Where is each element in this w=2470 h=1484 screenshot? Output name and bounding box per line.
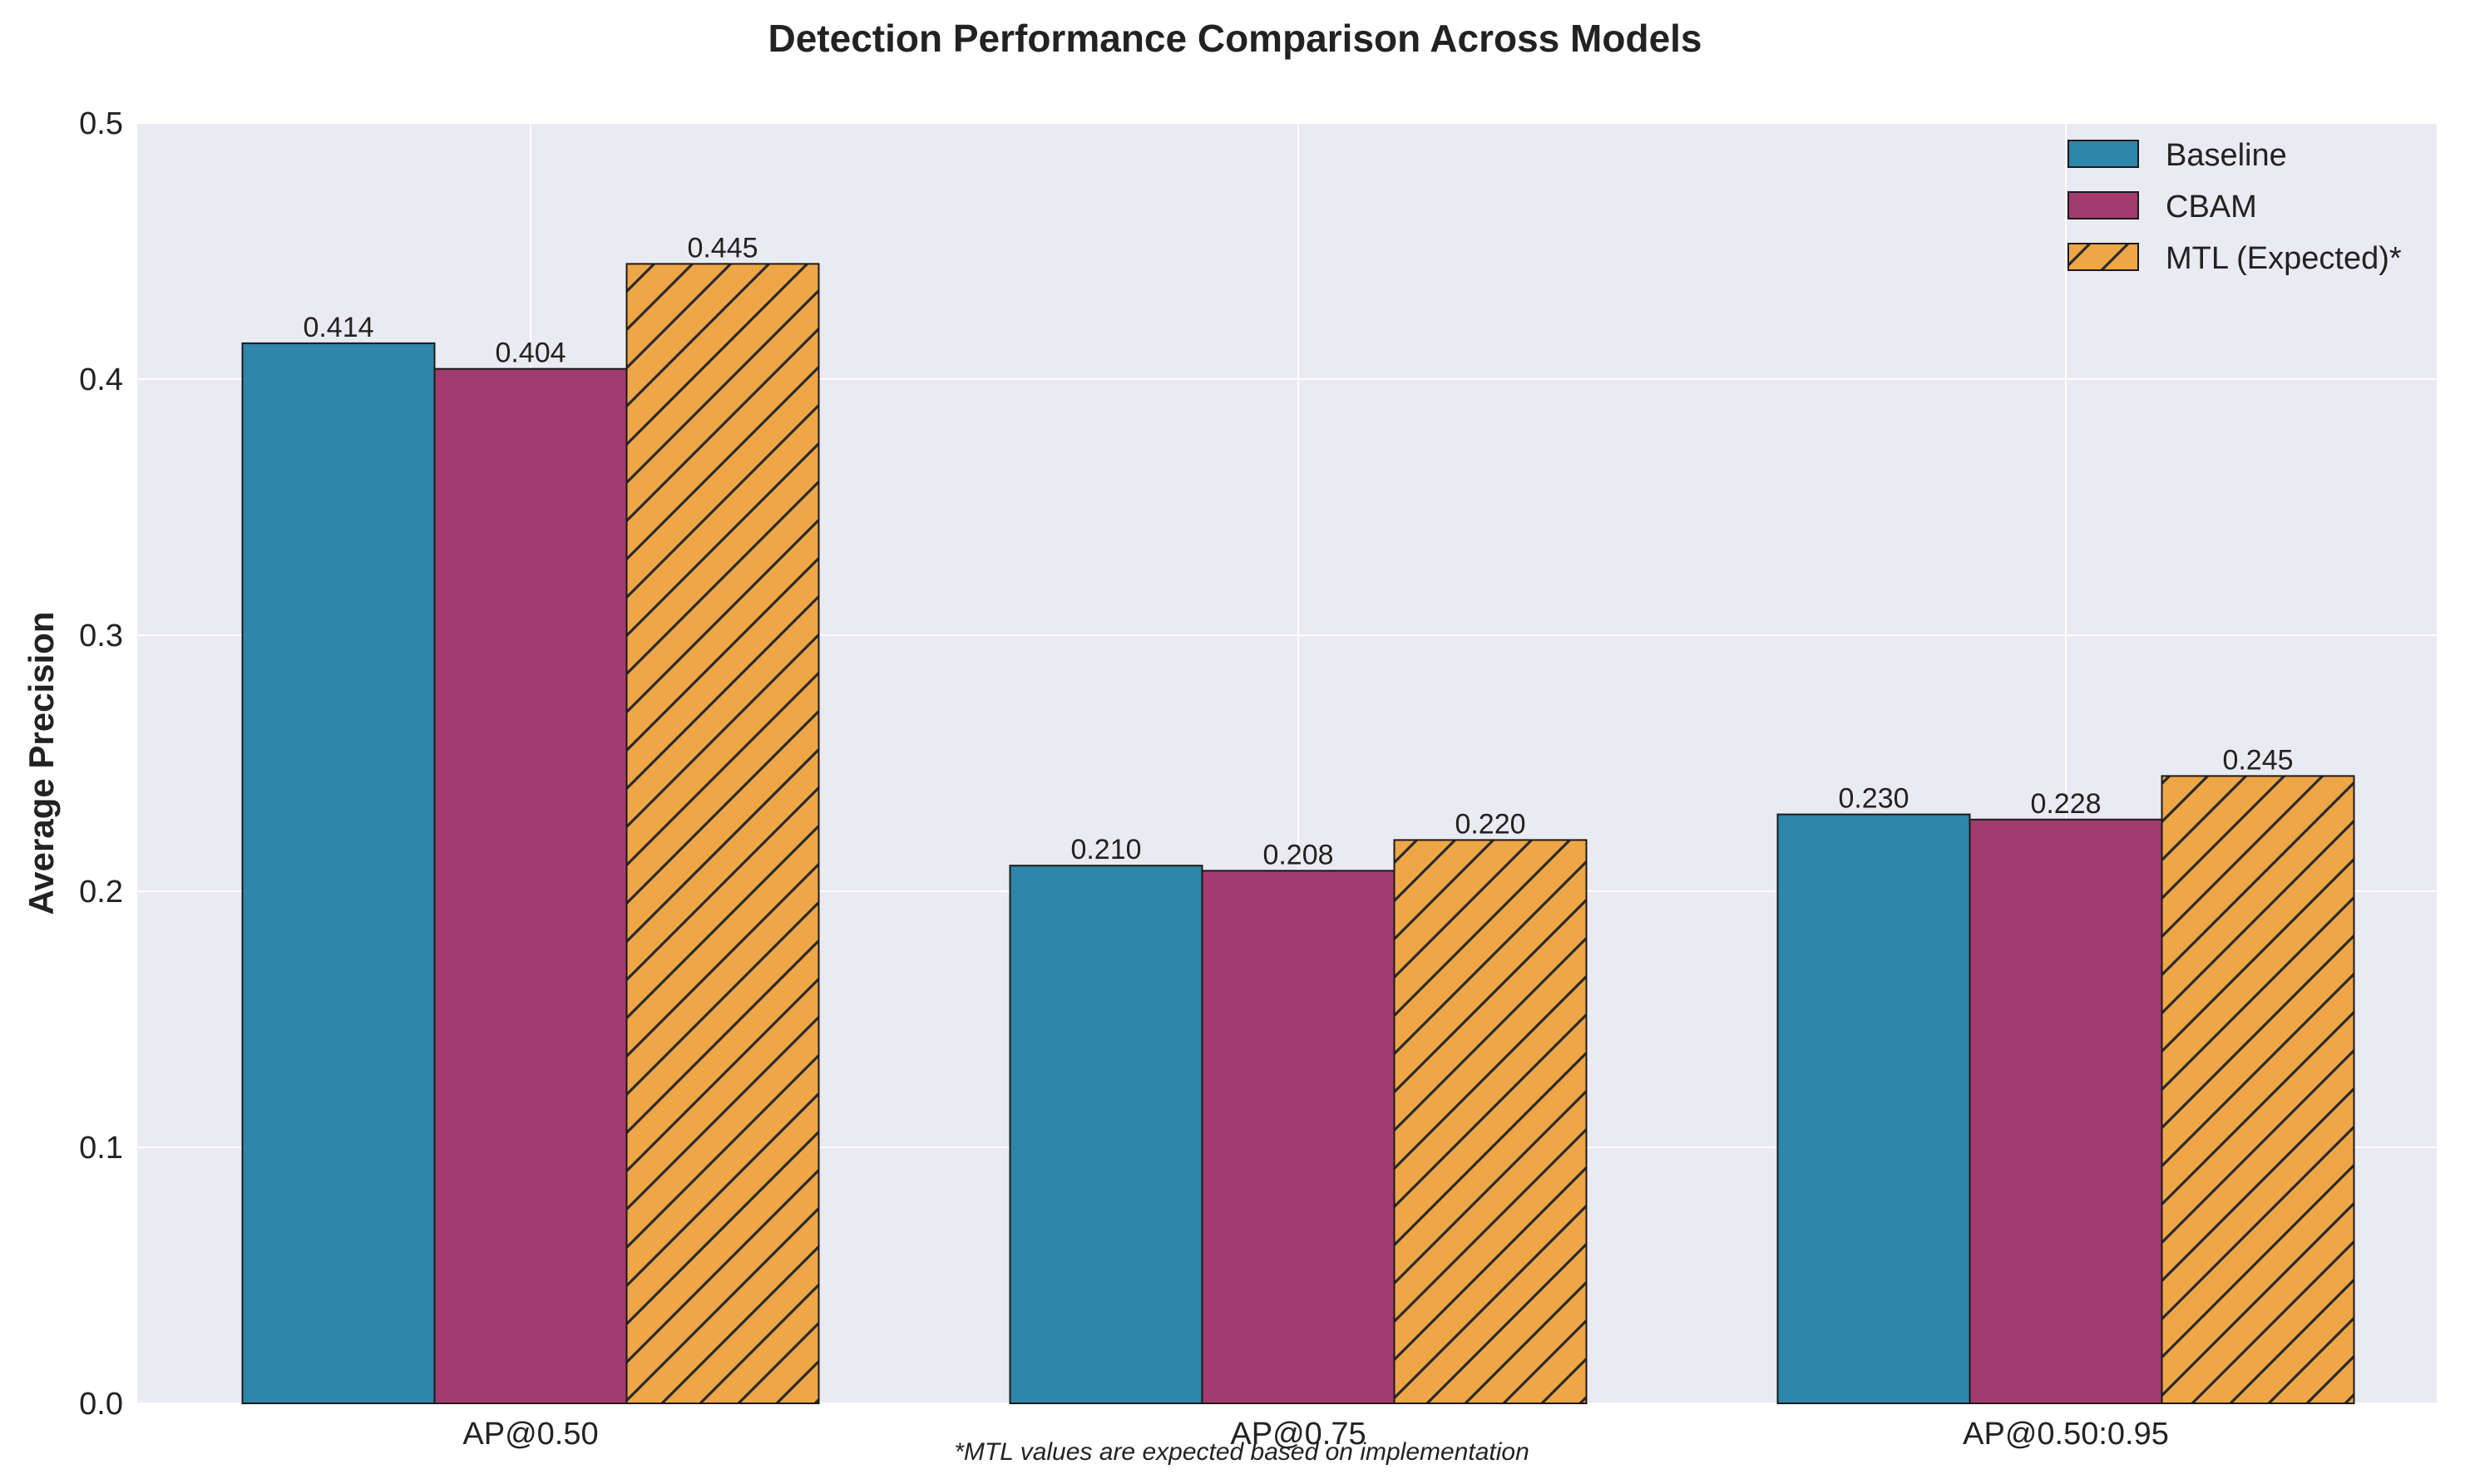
bar-cbam-ap-0-50	[433, 367, 628, 1404]
bar-cbam-ap-0-50-0-95	[1969, 818, 2163, 1404]
bar-value-label: 0.414	[303, 312, 373, 343]
x-tick-label: AP@0.50:0.95	[1963, 1417, 2169, 1452]
bar-mtl-expected-ap-0-75	[1393, 839, 1588, 1404]
y-tick-label: 0.2	[79, 875, 123, 910]
bar-value-label: 0.220	[1455, 808, 1525, 840]
bar-mtl-expected-ap-0-50-0-95	[2161, 775, 2355, 1404]
chart-title: Detection Performance Comparison Across …	[768, 17, 1702, 60]
bar-mtl-expected-ap-0-50	[625, 263, 820, 1404]
bar-value-label: 0.445	[687, 232, 758, 264]
bars	[241, 263, 2355, 1404]
bar-value-label: 0.404	[495, 338, 566, 369]
bar-value-label: 0.245	[2222, 744, 2293, 776]
y-axis-ticks: 0.0 0.1 0.2 0.3 0.4 0.5	[79, 106, 123, 1422]
bar-baseline-ap-0-50-0-95	[1776, 813, 1971, 1404]
bar-baseline-ap-0-75	[1009, 865, 1203, 1404]
legend: Baseline CBAM MTL (Expected)*	[2067, 138, 2402, 276]
bar-value-label: 0.208	[1262, 839, 1333, 870]
legend-label: CBAM	[2166, 190, 2257, 224]
value-labels: 0.414 0.404 0.445 0.210 0.208 0.220 0.230 0.228…	[303, 232, 2293, 870]
y-tick-label: 0.1	[79, 1131, 123, 1166]
legend-swatch	[2067, 191, 2139, 219]
bar-value-label: 0.228	[2030, 788, 2101, 820]
x-axis-ticks: AP@0.50 AP@0.75 AP@0.50:0.95	[462, 1417, 2168, 1452]
footnote: *MTL values are expected based on implem…	[954, 1438, 1529, 1466]
y-tick-label: 0.5	[79, 106, 123, 141]
x-tick-label: AP@0.50	[462, 1417, 598, 1452]
legend-swatch	[2067, 243, 2139, 271]
x-tick-label: AP@0.75	[1230, 1417, 1366, 1452]
bar-value-label: 0.210	[1070, 834, 1141, 865]
y-tick-label: 0.0	[79, 1387, 123, 1422]
y-tick-label: 0.3	[79, 619, 123, 653]
bar-cbam-ap-0-75	[1201, 870, 1396, 1404]
bar-baseline-ap-0-50	[241, 342, 436, 1404]
legend-label: Baseline	[2166, 138, 2287, 173]
y-axis-label: Average Precision	[22, 612, 61, 915]
bar-value-label: 0.230	[1838, 783, 1909, 815]
y-tick-label: 0.4	[79, 362, 123, 397]
legend-label: MTL (Expected)*	[2166, 241, 2402, 276]
legend-swatch	[2067, 140, 2139, 168]
